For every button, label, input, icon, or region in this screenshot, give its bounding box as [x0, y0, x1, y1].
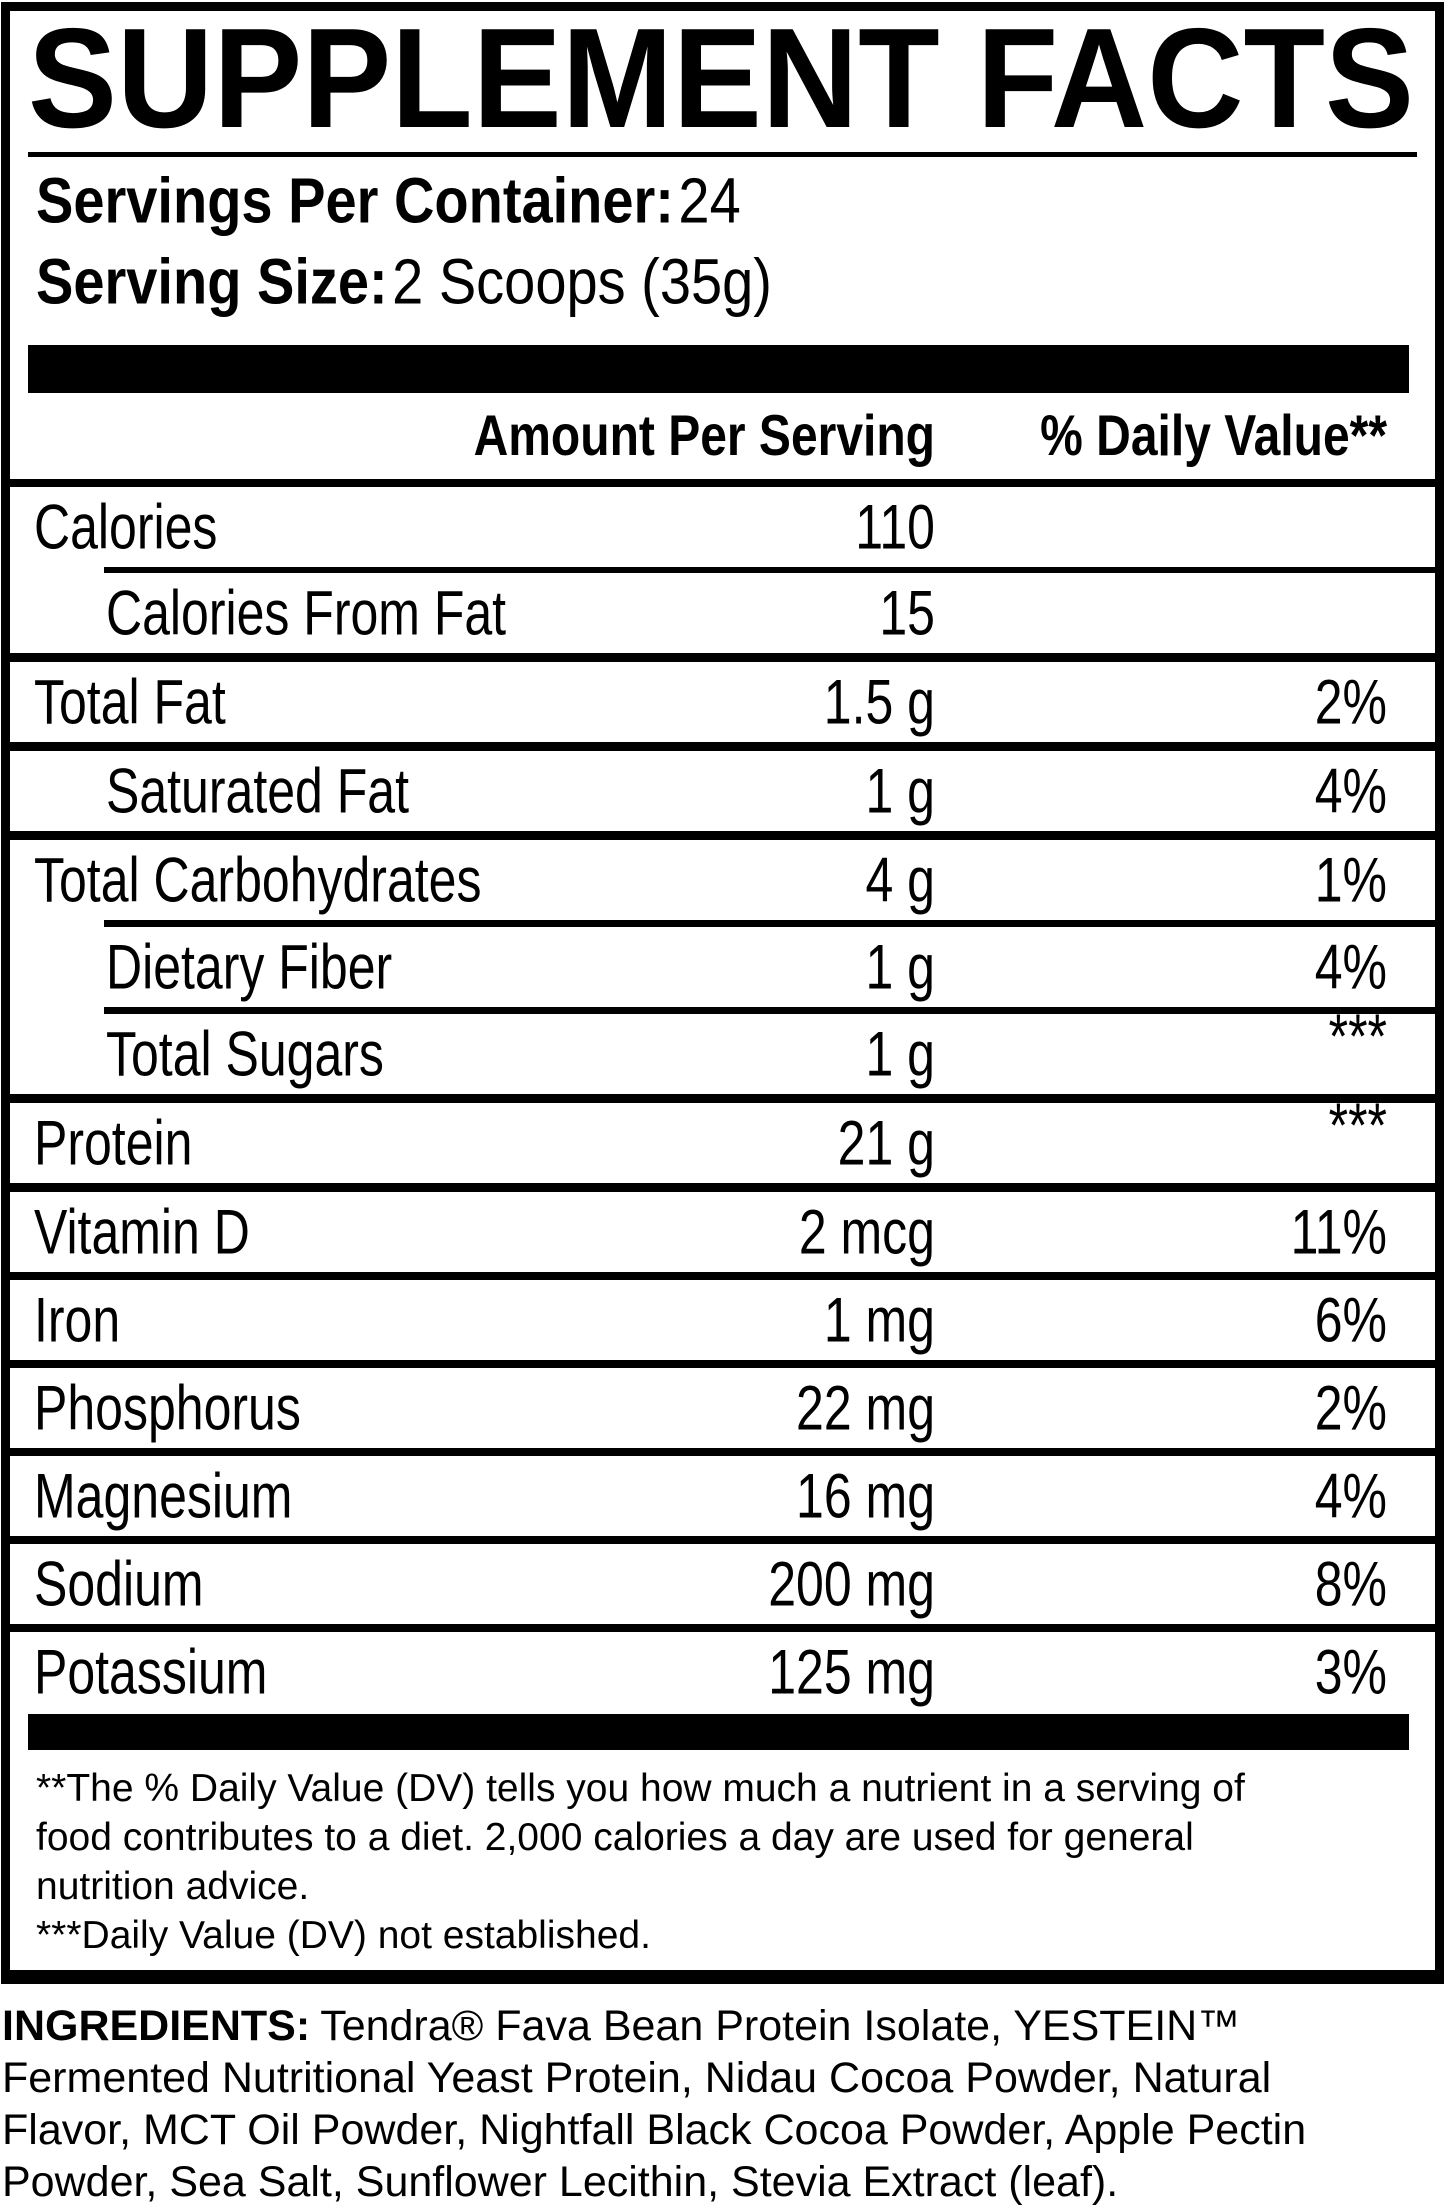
row-total-sugars: Total Sugars 1 g ***: [106, 1001, 1387, 1090]
row-potassium: Potassium 125 mg 3%: [34, 1636, 1387, 1708]
separator: [10, 1183, 1435, 1192]
title-divider: [28, 152, 1417, 157]
panel-title-svg: SUPPLEMENT FACTS: [28, 0, 1414, 158]
separator: [10, 1272, 1435, 1280]
table-header: Amount Per Serving % Daily Value**: [10, 393, 1435, 487]
ingredients-section: INGREDIENTS: Tendra® Fava Bean Protein Is…: [0, 1984, 1445, 2208]
servings-per-container-label: Servings Per Container:: [36, 164, 674, 237]
ingredients-line: Powder, Sea Salt, Sunflower Lecithin, St…: [2, 2158, 1119, 2206]
separator: [104, 920, 1435, 927]
row-vitamin-d: Vitamin D 2 mcg 11%: [34, 1196, 1387, 1268]
separator: [10, 1360, 1435, 1368]
separator: [104, 567, 1435, 573]
row-total-fat: Total Fat 1.5 g 2%: [34, 666, 1387, 738]
bottom-black-bar: [28, 1714, 1409, 1750]
serving-size: Serving Size: 2 Scoops (35g): [36, 245, 1435, 331]
ingredients-line: INGREDIENTS: Tendra® Fava Bean Protein Is…: [2, 2000, 1443, 2052]
row-dietary-fiber: Dietary Fiber 1 g 4%: [106, 931, 1387, 1003]
ingredients-line: Fermented Nutritional Yeast Protein, Nid…: [2, 2054, 1272, 2102]
separator: [10, 1536, 1435, 1544]
not-established-footnote: ***Daily Value (DV) not established.: [36, 1914, 651, 1957]
panel-title-wrap: SUPPLEMENT FACTS: [10, 0, 1435, 158]
nutrient-table: Calories 110 Calories From Fat 15 Total …: [10, 487, 1435, 1712]
daily-value-footnote-line: food contributes to a diet. 2,000 calori…: [36, 1816, 1194, 1859]
amount-per-serving-header: Amount Per Serving: [473, 404, 935, 468]
row-sodium: Sodium 200 mg 8%: [34, 1548, 1387, 1620]
separator: [10, 831, 1435, 840]
serving-size-label: Serving Size:: [36, 245, 388, 318]
serving-info: Servings Per Container: 24 Serving Size:…: [10, 157, 1435, 331]
serving-size-value: 2 Scoops (35g): [392, 245, 772, 318]
row-calories-from-fat: Calories From Fat 15: [106, 577, 935, 649]
separator: [10, 1448, 1435, 1456]
page-title: SUPPLEMENT FACTS: [28, 23, 1414, 141]
daily-value-footnote-line: **The % Daily Value (DV) tells you how m…: [36, 1767, 1245, 1810]
servings-per-container: Servings Per Container: 24: [36, 164, 1435, 250]
row-magnesium: Magnesium 16 mg 4%: [34, 1460, 1387, 1532]
separator: [10, 1094, 1435, 1103]
row-phosphorus: Phosphorus 22 mg 2%: [34, 1372, 1387, 1444]
ingredients-label: INGREDIENTS:: [2, 2002, 311, 2050]
servings-per-container-value: 24: [678, 164, 741, 237]
ingredients-text: Tendra® Fava Bean Protein Isolate, YESTE…: [320, 2002, 1241, 2050]
separator: [10, 742, 1435, 751]
separator: [10, 653, 1435, 662]
footnotes: **The % Daily Value (DV) tells you how m…: [10, 1750, 1435, 1970]
row-calories: Calories 110: [34, 491, 935, 563]
daily-value-header: % Daily Value**: [1040, 404, 1387, 468]
separator: [104, 1007, 1435, 1014]
top-black-bar: [28, 345, 1409, 393]
daily-value-footnote-line: nutrition advice.: [36, 1865, 310, 1908]
ingredients-line: Flavor, MCT Oil Powder, Nightfall Black …: [2, 2106, 1307, 2154]
row-iron: Iron 1 mg 6%: [34, 1284, 1387, 1356]
supplement-facts-panel: SUPPLEMENT FACTS Servings Per Container:…: [1, 0, 1444, 1984]
row-total-carbohydrates: Total Carbohydrates 4 g 1%: [34, 844, 1387, 916]
separator: [10, 1624, 1435, 1632]
row-saturated-fat: Saturated Fat 1 g 4%: [106, 755, 1387, 827]
row-protein: Protein 21 g ***: [34, 1090, 1387, 1179]
